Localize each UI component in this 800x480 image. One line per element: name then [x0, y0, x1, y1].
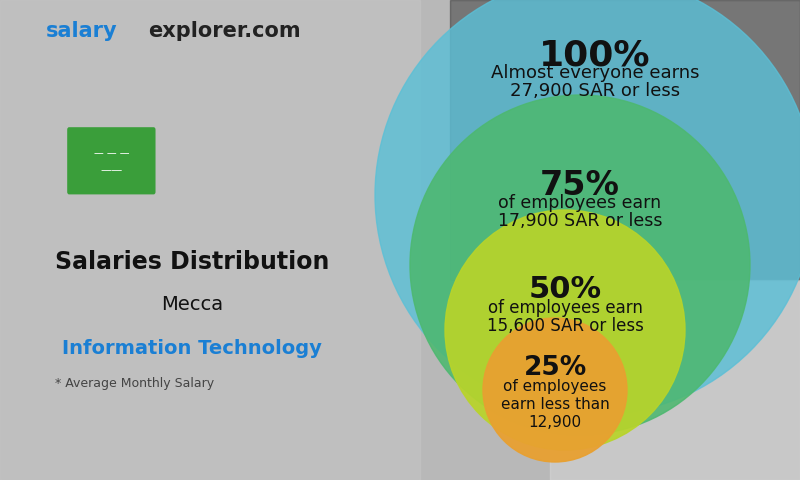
Bar: [0, 0, 420, 480]
Text: of employees: of employees: [503, 379, 606, 394]
Bar: [550, 280, 800, 480]
Text: 50%: 50%: [529, 276, 602, 304]
Text: Information Technology: Information Technology: [62, 338, 322, 358]
Text: of employees earn: of employees earn: [487, 299, 642, 317]
Text: 75%: 75%: [540, 168, 620, 202]
Text: of employees earn: of employees earn: [498, 194, 662, 212]
Text: earn less than: earn less than: [501, 397, 610, 412]
Text: — — —: — — —: [94, 148, 129, 158]
Text: salary: salary: [46, 21, 118, 41]
Text: Mecca: Mecca: [161, 295, 223, 314]
Text: Almost everyone earns: Almost everyone earns: [490, 64, 699, 82]
Text: * Average Monthly Salary: * Average Monthly Salary: [55, 377, 214, 391]
Bar: [450, 0, 800, 280]
FancyBboxPatch shape: [67, 127, 155, 194]
Text: explorer.com: explorer.com: [148, 21, 301, 41]
Text: 100%: 100%: [539, 38, 650, 72]
Text: 27,900 SAR or less: 27,900 SAR or less: [510, 83, 680, 100]
Text: 12,900: 12,900: [529, 415, 582, 430]
Text: Salaries Distribution: Salaries Distribution: [55, 250, 329, 274]
Text: ——: ——: [100, 165, 122, 175]
Text: 25%: 25%: [523, 355, 586, 381]
Text: 15,600 SAR or less: 15,600 SAR or less: [486, 317, 643, 336]
Text: 17,900 SAR or less: 17,900 SAR or less: [498, 213, 662, 230]
